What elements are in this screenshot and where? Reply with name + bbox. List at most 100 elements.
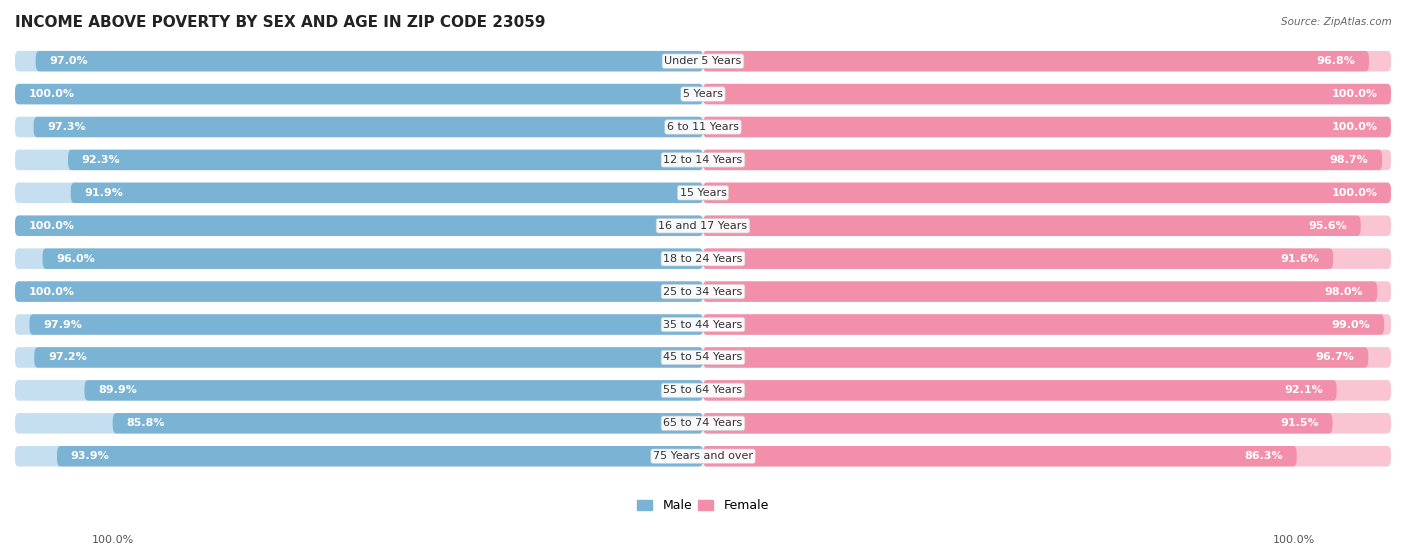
FancyBboxPatch shape: [15, 84, 703, 105]
FancyBboxPatch shape: [703, 183, 1391, 203]
FancyBboxPatch shape: [15, 216, 703, 236]
FancyBboxPatch shape: [15, 281, 703, 302]
Text: INCOME ABOVE POVERTY BY SEX AND AGE IN ZIP CODE 23059: INCOME ABOVE POVERTY BY SEX AND AGE IN Z…: [15, 15, 546, 30]
FancyBboxPatch shape: [84, 380, 703, 401]
FancyBboxPatch shape: [15, 314, 1391, 335]
FancyBboxPatch shape: [15, 84, 703, 105]
Text: 55 to 64 Years: 55 to 64 Years: [664, 385, 742, 395]
Text: 18 to 24 Years: 18 to 24 Years: [664, 254, 742, 264]
Text: 100.0%: 100.0%: [1331, 188, 1378, 198]
FancyBboxPatch shape: [15, 281, 1391, 302]
Text: 92.1%: 92.1%: [1284, 385, 1323, 395]
Text: 86.3%: 86.3%: [1244, 451, 1284, 461]
FancyBboxPatch shape: [15, 216, 703, 236]
Text: 100.0%: 100.0%: [28, 89, 75, 99]
FancyBboxPatch shape: [15, 183, 1391, 203]
Text: 65 to 74 Years: 65 to 74 Years: [664, 418, 742, 428]
FancyBboxPatch shape: [703, 117, 1391, 137]
FancyBboxPatch shape: [703, 249, 1391, 269]
FancyBboxPatch shape: [15, 249, 1391, 269]
FancyBboxPatch shape: [703, 413, 1391, 433]
FancyBboxPatch shape: [15, 84, 1391, 105]
FancyBboxPatch shape: [15, 117, 703, 137]
FancyBboxPatch shape: [703, 281, 1378, 302]
FancyBboxPatch shape: [15, 380, 703, 401]
FancyBboxPatch shape: [703, 84, 1391, 105]
FancyBboxPatch shape: [703, 314, 1384, 335]
FancyBboxPatch shape: [703, 84, 1391, 105]
Text: 85.8%: 85.8%: [127, 418, 165, 428]
Text: 96.0%: 96.0%: [56, 254, 96, 264]
FancyBboxPatch shape: [703, 446, 1391, 466]
FancyBboxPatch shape: [15, 150, 1391, 170]
Text: 12 to 14 Years: 12 to 14 Years: [664, 155, 742, 165]
FancyBboxPatch shape: [703, 150, 1382, 170]
FancyBboxPatch shape: [15, 380, 1391, 401]
Text: 89.9%: 89.9%: [98, 385, 138, 395]
FancyBboxPatch shape: [15, 347, 703, 368]
FancyBboxPatch shape: [30, 314, 703, 335]
Text: 96.7%: 96.7%: [1316, 352, 1354, 362]
FancyBboxPatch shape: [15, 446, 703, 466]
FancyBboxPatch shape: [703, 216, 1361, 236]
Text: 45 to 54 Years: 45 to 54 Years: [664, 352, 742, 362]
FancyBboxPatch shape: [35, 51, 703, 72]
Text: 98.0%: 98.0%: [1324, 287, 1364, 297]
FancyBboxPatch shape: [15, 249, 703, 269]
Text: 15 Years: 15 Years: [679, 188, 727, 198]
FancyBboxPatch shape: [703, 216, 1391, 236]
FancyBboxPatch shape: [703, 51, 1391, 72]
Text: 100.0%: 100.0%: [1331, 89, 1378, 99]
FancyBboxPatch shape: [703, 380, 1391, 401]
FancyBboxPatch shape: [703, 314, 1391, 335]
Legend: Male, Female: Male, Female: [633, 494, 773, 517]
Text: 100.0%: 100.0%: [1272, 535, 1315, 545]
FancyBboxPatch shape: [15, 413, 703, 433]
Text: 16 and 17 Years: 16 and 17 Years: [658, 221, 748, 231]
FancyBboxPatch shape: [15, 281, 703, 302]
FancyBboxPatch shape: [15, 347, 1391, 368]
Text: 6 to 11 Years: 6 to 11 Years: [666, 122, 740, 132]
Text: 92.3%: 92.3%: [82, 155, 121, 165]
Text: Source: ZipAtlas.com: Source: ZipAtlas.com: [1281, 17, 1392, 27]
FancyBboxPatch shape: [70, 183, 703, 203]
Text: 100.0%: 100.0%: [1331, 122, 1378, 132]
FancyBboxPatch shape: [703, 117, 1391, 137]
Text: 100.0%: 100.0%: [91, 535, 134, 545]
Text: 97.9%: 97.9%: [44, 320, 82, 329]
FancyBboxPatch shape: [42, 249, 703, 269]
Text: 93.9%: 93.9%: [70, 451, 110, 461]
FancyBboxPatch shape: [58, 446, 703, 466]
FancyBboxPatch shape: [15, 314, 703, 335]
Text: 95.6%: 95.6%: [1308, 221, 1347, 231]
FancyBboxPatch shape: [15, 117, 1391, 137]
FancyBboxPatch shape: [15, 51, 703, 72]
FancyBboxPatch shape: [703, 413, 1333, 433]
Text: 98.7%: 98.7%: [1330, 155, 1368, 165]
Text: 91.9%: 91.9%: [84, 188, 124, 198]
FancyBboxPatch shape: [34, 347, 703, 368]
FancyBboxPatch shape: [703, 281, 1391, 302]
Text: 97.3%: 97.3%: [48, 122, 86, 132]
FancyBboxPatch shape: [703, 380, 1337, 401]
FancyBboxPatch shape: [34, 117, 703, 137]
FancyBboxPatch shape: [15, 446, 1391, 466]
Text: 91.5%: 91.5%: [1279, 418, 1319, 428]
Text: 97.0%: 97.0%: [49, 56, 89, 66]
Text: 97.2%: 97.2%: [48, 352, 87, 362]
FancyBboxPatch shape: [703, 51, 1369, 72]
Text: 35 to 44 Years: 35 to 44 Years: [664, 320, 742, 329]
FancyBboxPatch shape: [15, 216, 1391, 236]
Text: 25 to 34 Years: 25 to 34 Years: [664, 287, 742, 297]
Text: 5 Years: 5 Years: [683, 89, 723, 99]
FancyBboxPatch shape: [703, 446, 1296, 466]
Text: 91.6%: 91.6%: [1281, 254, 1319, 264]
FancyBboxPatch shape: [703, 249, 1333, 269]
FancyBboxPatch shape: [15, 51, 1391, 72]
Text: 96.8%: 96.8%: [1316, 56, 1355, 66]
FancyBboxPatch shape: [703, 347, 1368, 368]
Text: Under 5 Years: Under 5 Years: [665, 56, 741, 66]
FancyBboxPatch shape: [703, 150, 1391, 170]
FancyBboxPatch shape: [15, 413, 1391, 433]
FancyBboxPatch shape: [67, 150, 703, 170]
